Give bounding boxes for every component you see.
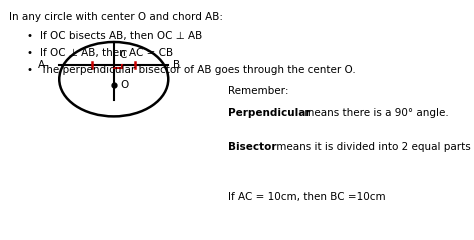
Text: If AC = 10cm, then BC =10cm: If AC = 10cm, then BC =10cm [228, 192, 385, 202]
Text: C: C [119, 50, 127, 60]
Text: A: A [38, 60, 45, 70]
Text: If OC bisects AB, then OC ⊥ AB: If OC bisects AB, then OC ⊥ AB [40, 31, 202, 41]
Text: •: • [26, 31, 32, 41]
Text: Remember:: Remember: [228, 86, 288, 96]
Text: means it is divided into 2 equal parts: means it is divided into 2 equal parts [273, 142, 471, 152]
Text: Perpendicular: Perpendicular [228, 108, 310, 118]
Text: B: B [173, 60, 180, 70]
Text: In any circle with center O and chord AB:: In any circle with center O and chord AB… [9, 12, 223, 22]
Text: means there is a 90° angle.: means there is a 90° angle. [301, 108, 449, 118]
Text: The perpendicular bisector of AB goes through the center O.: The perpendicular bisector of AB goes th… [40, 65, 356, 75]
Text: If OC ⊥ AB, then AC = CB: If OC ⊥ AB, then AC = CB [40, 48, 173, 58]
Text: Bisector: Bisector [228, 142, 276, 152]
Text: •: • [26, 48, 32, 58]
Text: •: • [26, 65, 32, 75]
Text: O: O [121, 80, 129, 90]
